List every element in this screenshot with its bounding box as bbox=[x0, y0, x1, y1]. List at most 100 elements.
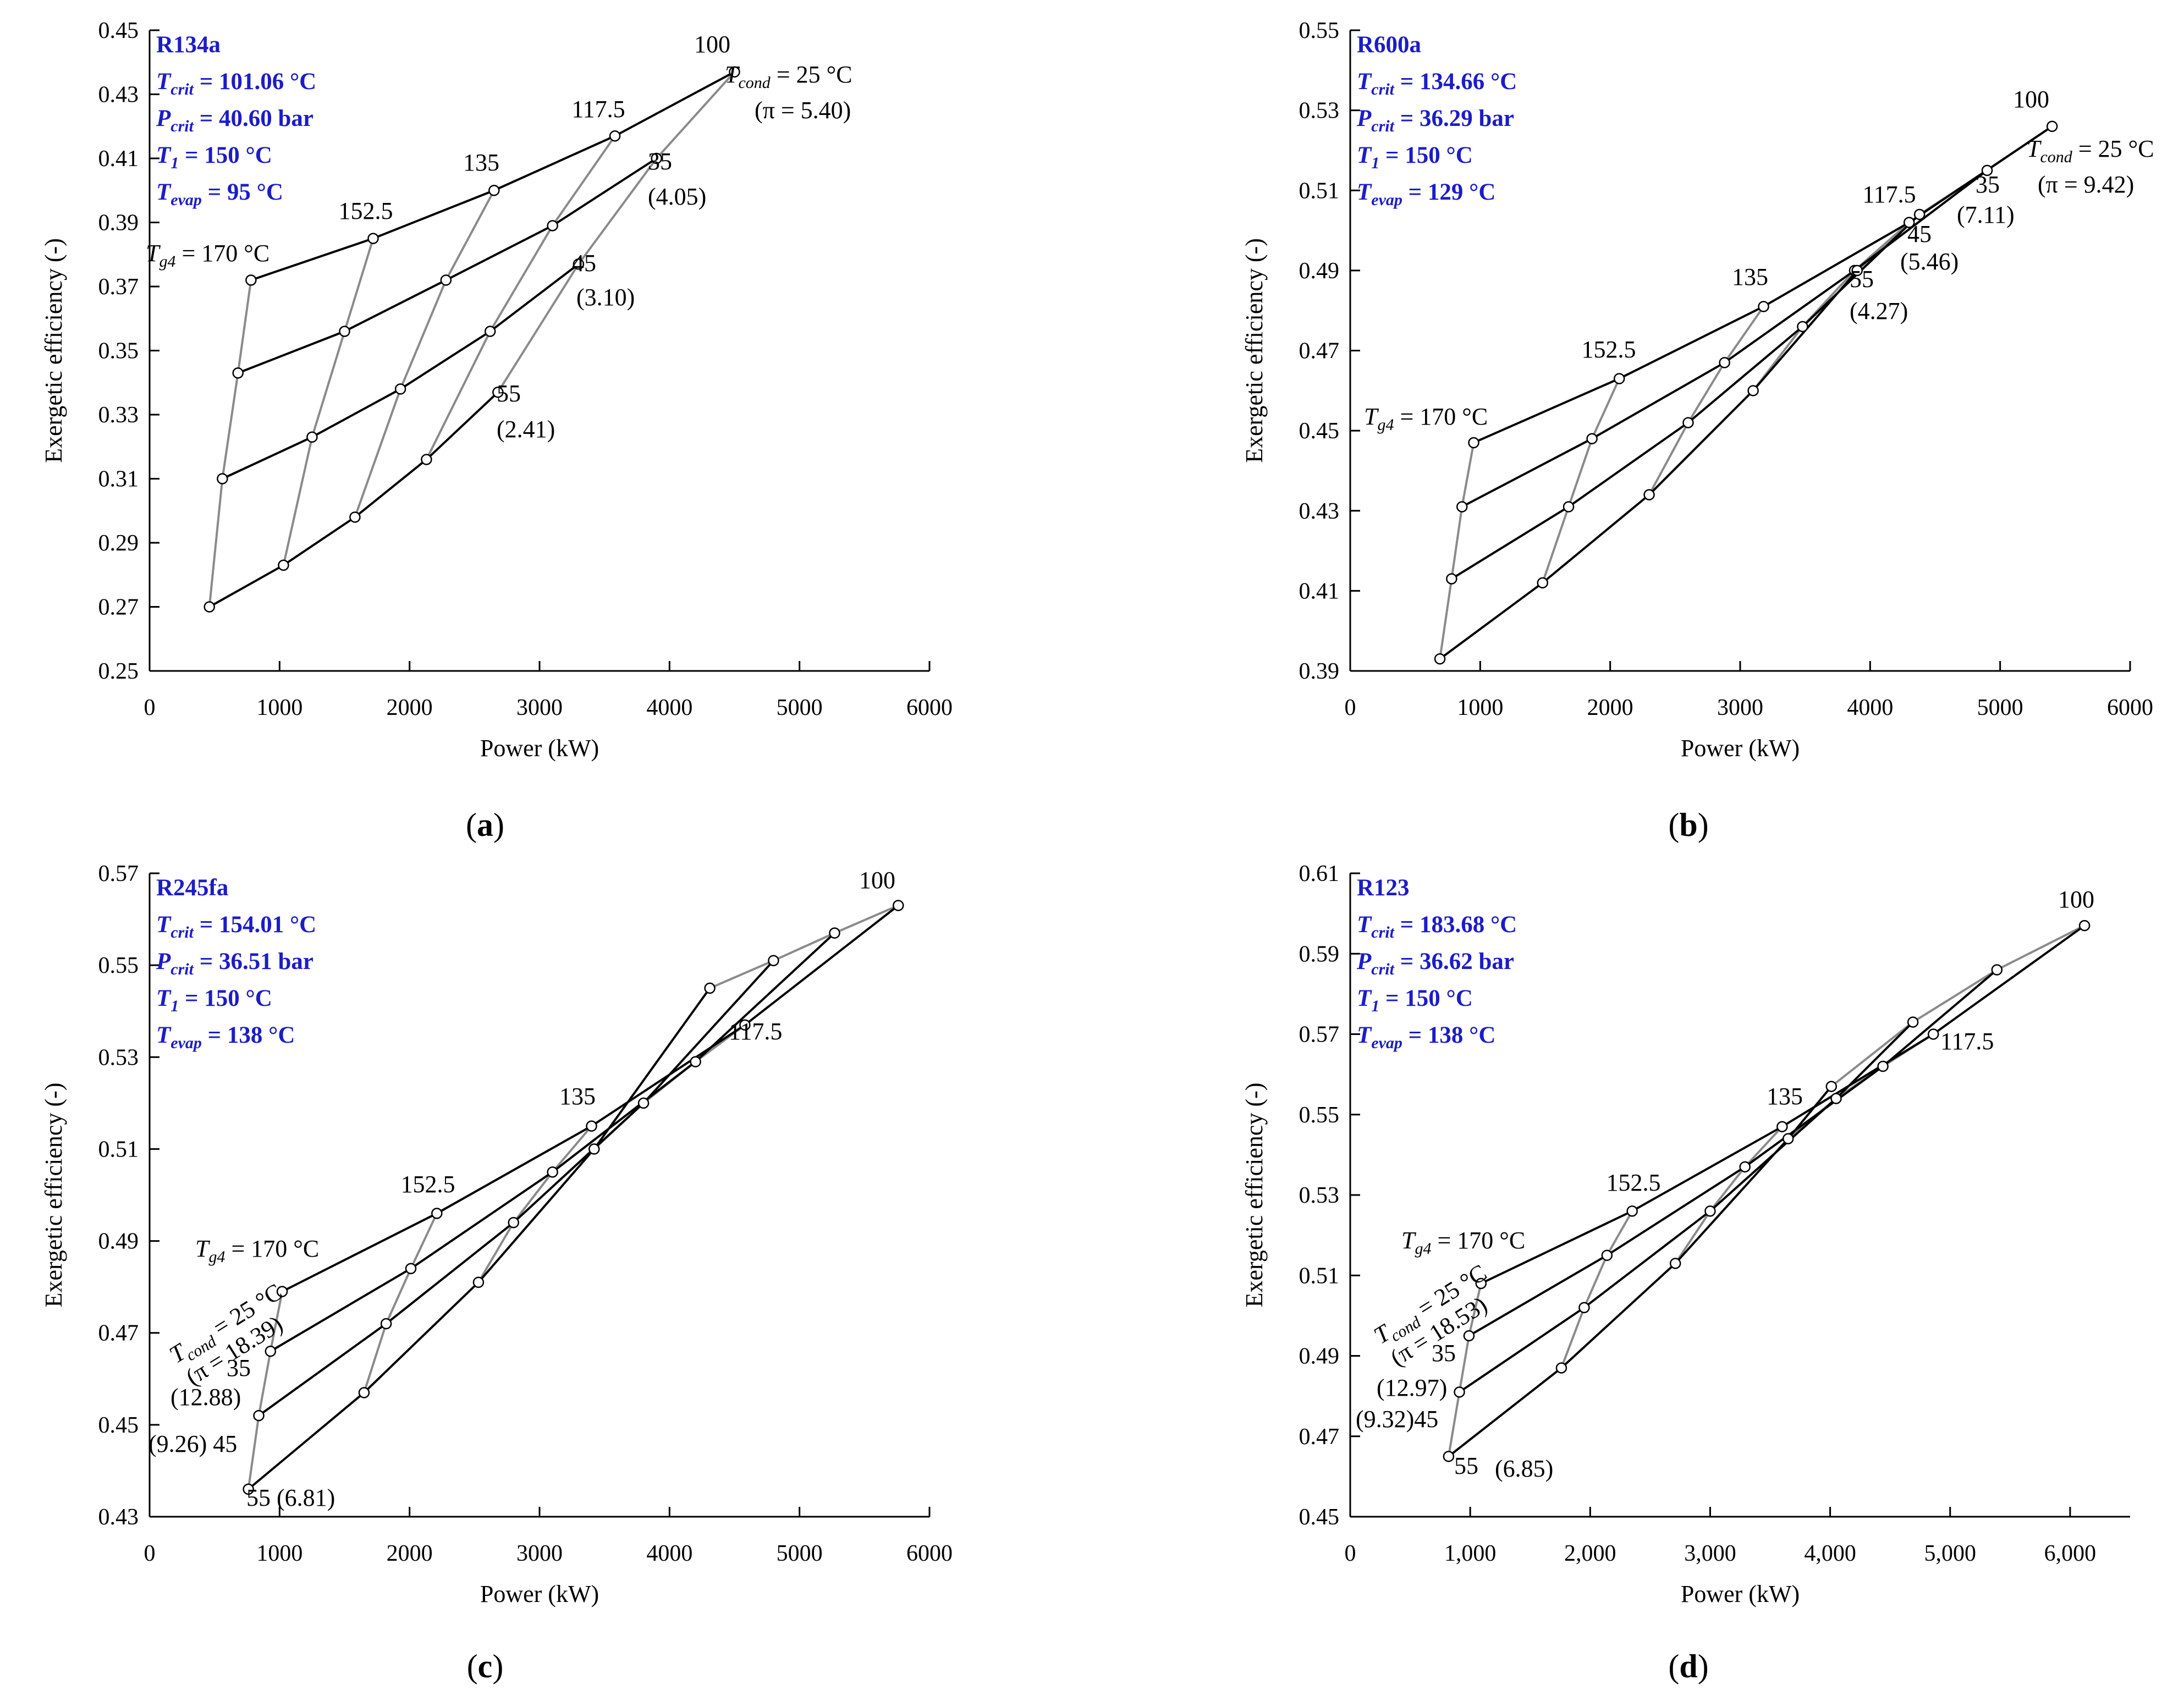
y-tick-label: 0.39 bbox=[1299, 659, 1340, 684]
x-tick-label: 3000 bbox=[516, 695, 563, 720]
info-subscript: 1 bbox=[170, 154, 179, 172]
y-tick-label: 0.55 bbox=[98, 953, 139, 978]
tg4-line-170 bbox=[1439, 442, 1475, 659]
data-point bbox=[1434, 653, 1446, 665]
y-tick-label: 0.45 bbox=[1299, 419, 1340, 444]
y-tick-label: 0.53 bbox=[98, 1045, 139, 1070]
y-tick-label: 0.33 bbox=[98, 403, 139, 428]
caption-paren: ) bbox=[1698, 1648, 1709, 1684]
x-tick-label: 6000 bbox=[906, 1541, 953, 1566]
data-point bbox=[1851, 265, 1863, 277]
caption-paren: ) bbox=[1698, 807, 1709, 843]
annotation-rest: = 25 °C bbox=[771, 61, 852, 88]
data-point bbox=[609, 130, 621, 142]
data-point bbox=[358, 1387, 370, 1398]
data-point bbox=[739, 1019, 751, 1031]
y-axis-label: Exergetic efficiency (-) bbox=[1241, 238, 1268, 463]
data-point bbox=[217, 473, 228, 484]
data-point bbox=[573, 258, 585, 270]
x-tick-label: 5,000 bbox=[1924, 1541, 1977, 1566]
info-value: = 129 °C bbox=[1402, 179, 1496, 205]
data-point bbox=[1758, 301, 1769, 312]
y-tick-label: 0.49 bbox=[1299, 1344, 1340, 1369]
annotation-t1525: 152.5 bbox=[1582, 336, 1636, 363]
x-tick-label: 1000 bbox=[1457, 695, 1503, 720]
info-subscript: crit bbox=[1371, 923, 1395, 941]
caption-letter: d bbox=[1679, 1648, 1697, 1684]
annotation-t100: 100 bbox=[2058, 886, 2094, 913]
data-point bbox=[547, 1166, 558, 1178]
caption-letter: a bbox=[477, 807, 493, 843]
series-line-3 bbox=[222, 263, 580, 480]
y-tick-label: 0.57 bbox=[98, 861, 139, 886]
data-point bbox=[1446, 573, 1457, 585]
tg4-line-152.5 bbox=[1560, 1210, 1633, 1369]
x-axis-label: Power (kW) bbox=[1681, 735, 1800, 762]
data-point bbox=[380, 1318, 392, 1330]
x-axis-label: Power (kW) bbox=[1681, 1581, 1800, 1607]
info-value: = 154.01 °C bbox=[194, 912, 316, 938]
data-point bbox=[893, 900, 904, 911]
data-point bbox=[306, 431, 318, 443]
y-tick-label: 0.51 bbox=[1299, 1263, 1340, 1288]
annotation-subscript: cond bbox=[738, 74, 771, 92]
tg4-line-100 bbox=[709, 904, 899, 989]
info-value: = 36.62 bar bbox=[1394, 949, 1514, 974]
info-value: = 183.68 °C bbox=[1394, 912, 1517, 938]
data-point bbox=[1555, 1362, 1567, 1374]
y-tick-label: 0.59 bbox=[1299, 941, 1340, 967]
annotation-t135: 135 bbox=[1732, 263, 1768, 290]
annotation-t1175: 117.5 bbox=[1862, 181, 1916, 208]
x-tick-label: 0 bbox=[1345, 695, 1356, 720]
panel-caption: (c) bbox=[467, 1648, 504, 1684]
annotation-tg4: Tg4 = 170 °C bbox=[146, 240, 269, 271]
annotation-t135: 135 bbox=[463, 149, 499, 176]
y-tick-label: 0.45 bbox=[98, 18, 139, 43]
annotation-c35: 35 bbox=[227, 1354, 251, 1381]
info-subscript: crit bbox=[1371, 80, 1395, 98]
x-axis-label: Power (kW) bbox=[480, 1581, 599, 1607]
tg4-line-170 bbox=[1447, 1283, 1482, 1457]
info-fluid: R123 bbox=[1357, 875, 1410, 901]
annotation-rest: = 170 °C bbox=[1394, 403, 1488, 430]
annotation-tcond: Tcond = 25 °C bbox=[725, 61, 852, 92]
annotation-t1175: 117.5 bbox=[729, 1018, 782, 1045]
tg4-line-170 bbox=[208, 280, 252, 607]
data-point bbox=[1669, 1258, 1681, 1269]
tg4-line-135 bbox=[1674, 1126, 1783, 1264]
annotation-symbol: T bbox=[146, 240, 161, 267]
caption-paren: ) bbox=[492, 1648, 503, 1684]
annotation-c35: 35 bbox=[1976, 171, 2000, 198]
data-point bbox=[472, 1276, 485, 1288]
annotation-symbol: T bbox=[1401, 1227, 1417, 1254]
annotation-p35: (12.97) bbox=[1377, 1374, 1447, 1401]
annotation-t1175: 117.5 bbox=[571, 96, 625, 123]
y-tick-label: 0.41 bbox=[1299, 579, 1340, 604]
x-tick-label: 4000 bbox=[1847, 695, 1893, 720]
info-symbol: T bbox=[156, 985, 172, 1011]
x-tick-label: 2000 bbox=[387, 695, 433, 720]
annotation-p45: (9.26) 45 bbox=[148, 1430, 237, 1457]
y-tick-label: 0.53 bbox=[1299, 98, 1340, 124]
data-point bbox=[1463, 1330, 1475, 1342]
data-point bbox=[339, 326, 350, 337]
x-tick-label: 0 bbox=[1345, 1541, 1356, 1566]
data-point bbox=[1981, 164, 1993, 177]
x-tick-label: 2000 bbox=[387, 1541, 433, 1566]
annotation-pi25: (π = 5.40) bbox=[755, 97, 851, 124]
info-T_1: T1 = 150 °C bbox=[156, 142, 272, 172]
info-block: R245fa Tcrit = 154.01 °C Pcrit = 36.51 bar… bbox=[156, 875, 316, 1052]
y-tick-label: 0.47 bbox=[1299, 1424, 1340, 1450]
data-point bbox=[1578, 1302, 1590, 1313]
data-point bbox=[1626, 1205, 1638, 1217]
x-tick-label: 4,000 bbox=[1804, 1541, 1856, 1566]
annotation-subscript: cond bbox=[2040, 148, 2072, 166]
data-point bbox=[1747, 385, 1759, 397]
y-axis-label: Exergetic efficiency (-) bbox=[40, 238, 67, 463]
info-symbol: P bbox=[1356, 949, 1372, 974]
data-point bbox=[349, 511, 361, 523]
info-P_crit: Pcrit = 40.60 bar bbox=[156, 106, 313, 135]
annotation-c35: 35 bbox=[648, 148, 672, 175]
panel-caption: (a) bbox=[466, 807, 504, 843]
